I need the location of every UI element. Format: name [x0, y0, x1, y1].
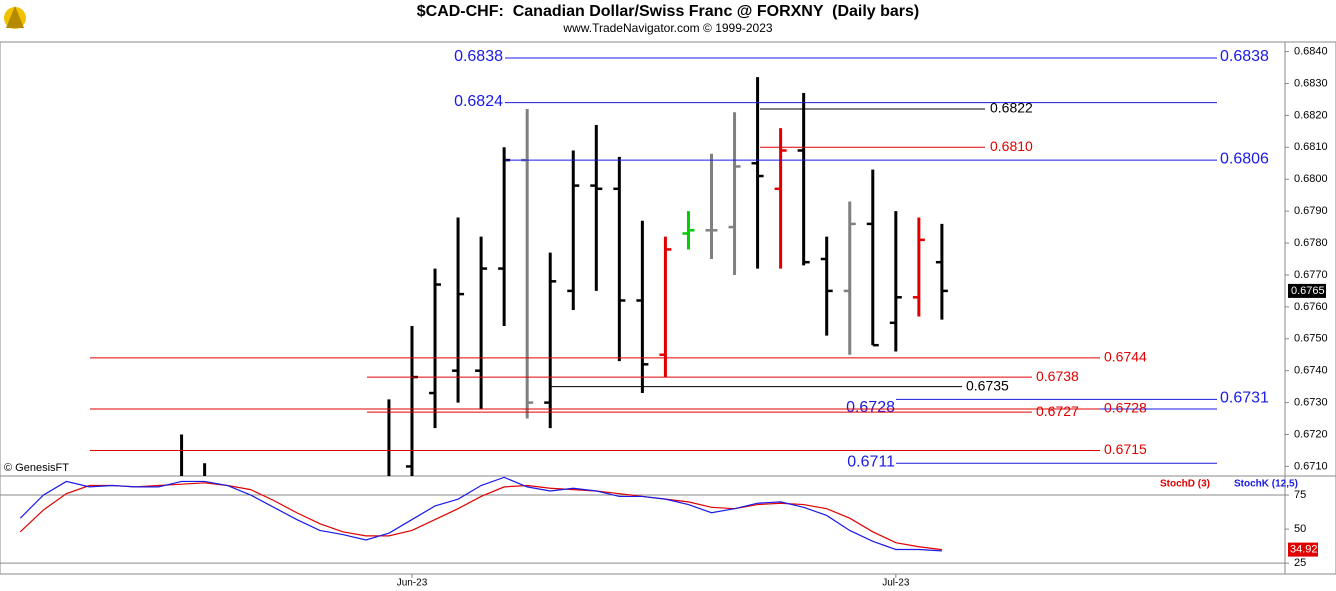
level-label: 0.6735	[966, 377, 1009, 393]
stoch-line	[19, 482, 942, 551]
y-tick-label: 0.6740	[1294, 365, 1328, 377]
y-tick-label: 0.6760	[1294, 301, 1328, 313]
level-label: 0.6731	[1220, 390, 1269, 407]
y-tick-label: 0.6840	[1294, 45, 1328, 57]
y-tick-label: 0.6770	[1294, 269, 1328, 281]
stoch-line	[19, 476, 942, 552]
y-tick-label: 75	[1294, 489, 1306, 501]
level-label: 0.6822	[990, 100, 1033, 116]
y-tick-label: 0.6830	[1294, 77, 1328, 89]
y-tick-label: 0.6720	[1294, 428, 1328, 440]
level-label: 0.6838	[1220, 48, 1269, 65]
x-tick-label: Jul-23	[882, 578, 910, 589]
level-label: 0.6711	[847, 453, 895, 470]
level-label: 0.6727	[1036, 403, 1079, 419]
level-label: 0.6728	[1104, 400, 1147, 416]
logo	[4, 6, 26, 29]
y-tick-label: 0.6820	[1294, 109, 1328, 121]
last-value-label: 34.92	[1290, 544, 1318, 556]
y-tick-label: 25	[1294, 557, 1306, 569]
y-tick-label: 50	[1294, 523, 1306, 535]
watermark: © GenesisFT	[4, 462, 69, 474]
legend-entry: StochK (12,5)	[1234, 479, 1298, 490]
level-label: 0.6728	[846, 399, 895, 416]
level-label: 0.6810	[990, 138, 1033, 154]
chart-subtitle: www.TradeNavigator.com © 1999-2023	[562, 21, 772, 35]
y-tick-label: 0.6750	[1294, 333, 1328, 345]
level-label: 0.6744	[1104, 349, 1147, 365]
y-tick-label: 0.6780	[1294, 237, 1328, 249]
last-value-box	[1288, 542, 1318, 557]
last-price-box	[1288, 283, 1326, 298]
last-price-label: 0.6765	[1291, 285, 1325, 297]
price-panel	[180, 77, 948, 476]
level-label: 0.6838	[454, 48, 503, 65]
x-tick-label: Jun-23	[397, 578, 428, 589]
legend-entry: StochD (3)	[1160, 479, 1210, 490]
frame	[0, 41, 1336, 575]
level-label: 0.6806	[1220, 150, 1269, 167]
level-label: 0.6738	[1036, 368, 1079, 384]
y-tick-label: 0.6790	[1294, 205, 1328, 217]
y-tick-label: 0.6800	[1294, 173, 1328, 185]
y-tick-label: 0.6810	[1294, 141, 1328, 153]
level-label: 0.6824	[454, 93, 503, 110]
level-label: 0.6715	[1104, 441, 1147, 457]
y-tick-label: 0.6710	[1294, 460, 1328, 472]
y-tick-label: 0.6730	[1294, 397, 1328, 409]
chart-title: $CAD-CHF: Canadian Dollar/Swiss Franc @ …	[417, 3, 920, 20]
